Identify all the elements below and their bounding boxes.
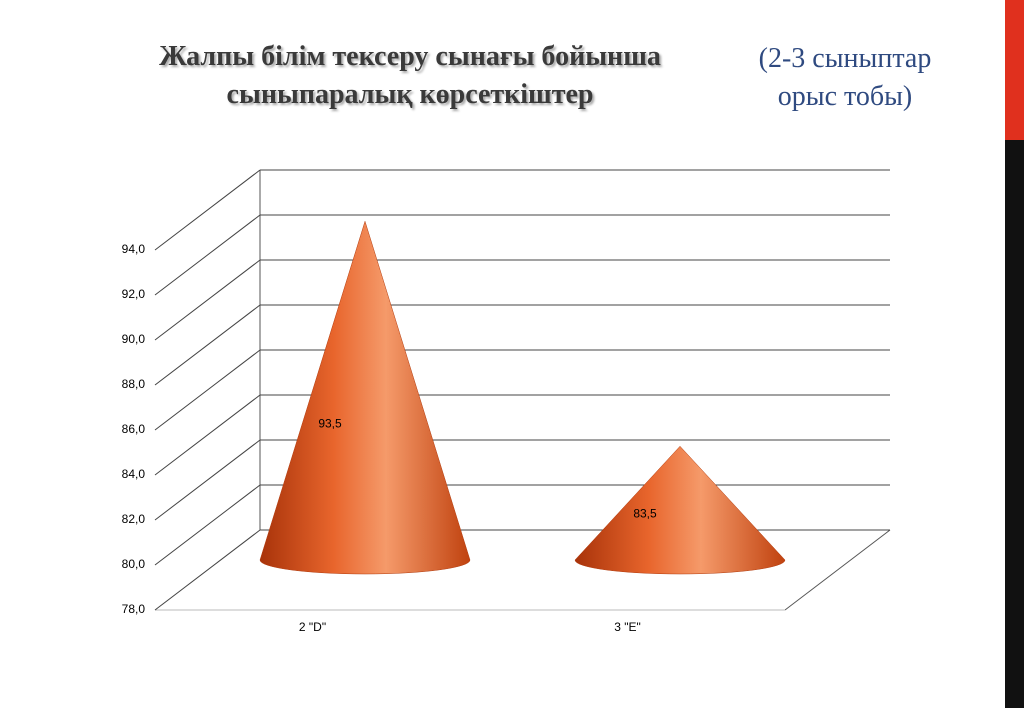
y-tick-label: 92,0 (122, 287, 146, 301)
grid-line (154, 439, 261, 521)
y-tick-label: 82,0 (122, 512, 146, 526)
y-tick-label: 90,0 (122, 332, 146, 346)
grid-line (154, 484, 261, 566)
x-tick-label: 3 "E" (614, 620, 641, 634)
grid-line (154, 169, 261, 251)
y-tick-label: 80,0 (122, 557, 146, 571)
grid-line (154, 259, 261, 341)
value-label: 83,5 (633, 507, 657, 521)
value-label: 93,5 (318, 417, 342, 431)
grid-line (154, 394, 261, 476)
axis-line (784, 529, 891, 611)
chart-title: Жалпы білім тексеру сынағы бойынша сынып… (159, 41, 661, 110)
cone (259, 220, 471, 575)
y-tick-label: 78,0 (122, 602, 146, 616)
chart-subtitle: (2-3 сыныптар орыс тобы) (758, 43, 932, 112)
y-tick-label: 94,0 (122, 242, 146, 256)
grid-line (154, 529, 261, 611)
grid-line (154, 304, 261, 386)
y-tick-label: 84,0 (122, 467, 146, 481)
y-tick-label: 86,0 (122, 422, 146, 436)
y-tick-label: 88,0 (122, 377, 146, 391)
side-accent (1005, 0, 1024, 140)
x-tick-label: 2 "D" (299, 620, 326, 634)
grid-line (154, 214, 261, 296)
side-bar (1005, 140, 1024, 708)
grid-line (154, 349, 261, 431)
cone (574, 445, 786, 575)
